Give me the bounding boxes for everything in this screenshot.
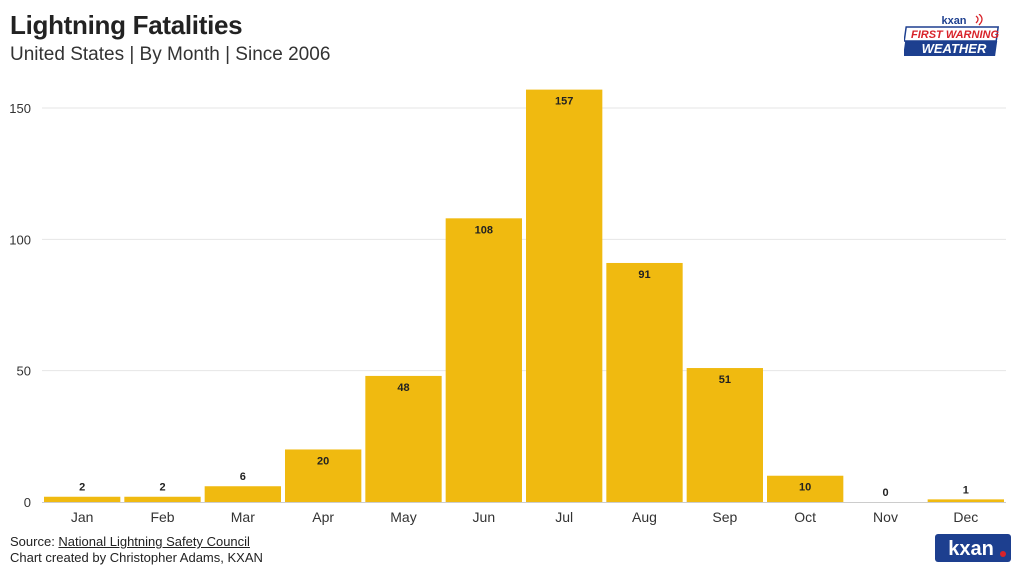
- svg-text:WEATHER: WEATHER: [922, 41, 987, 56]
- data-label: 51: [719, 374, 731, 386]
- y-tick-label: 0: [24, 495, 31, 510]
- data-label: 91: [638, 269, 650, 281]
- bar-sep: [686, 368, 763, 502]
- bar-dec: [927, 499, 1004, 502]
- bar-oct: [767, 475, 844, 502]
- x-tick-label: Aug: [632, 509, 657, 525]
- source-prefix: Source:: [10, 534, 59, 549]
- svg-text:kxan: kxan: [941, 15, 966, 27]
- y-tick-label: 150: [9, 101, 31, 116]
- data-label: 0: [882, 487, 888, 499]
- bar-jun: [445, 218, 522, 502]
- svg-text:kxan: kxan: [948, 538, 994, 560]
- svg-text:FIRST WARNING: FIRST WARNING: [911, 29, 999, 41]
- y-tick-label: 50: [17, 364, 31, 379]
- y-tick-label: 100: [9, 232, 31, 247]
- data-label: 108: [475, 224, 493, 236]
- data-label: 20: [317, 455, 329, 467]
- x-tick-label: Nov: [873, 509, 898, 525]
- x-tick-label: Mar: [231, 509, 255, 525]
- bar-jul: [526, 89, 603, 502]
- x-tick-label: Apr: [312, 509, 334, 525]
- x-tick-label: Oct: [794, 509, 816, 525]
- bar-apr: [285, 449, 362, 502]
- bar-mar: [204, 486, 281, 502]
- kxan-logo: kxan: [935, 534, 1011, 562]
- x-tick-label: Feb: [150, 509, 174, 525]
- x-tick-label: Jun: [473, 509, 496, 525]
- data-label: 10: [799, 482, 811, 494]
- x-tick-label: Jan: [71, 509, 94, 525]
- data-label: 6: [240, 471, 246, 483]
- data-label: 2: [79, 482, 85, 494]
- x-tick-label: Jul: [555, 509, 573, 525]
- x-tick-label: May: [390, 509, 416, 525]
- x-tick-label: Sep: [712, 509, 737, 525]
- source-link[interactable]: National Lightning Safety Council: [58, 534, 250, 549]
- data-label: 157: [555, 96, 573, 108]
- x-tick-label: Dec: [953, 509, 978, 525]
- bar-feb: [124, 496, 201, 502]
- page-subtitle: United States | By Month | Since 2006: [10, 44, 331, 65]
- page-title: Lightning Fatalities: [10, 10, 243, 40]
- data-label: 2: [159, 482, 165, 494]
- bar-jan: [44, 496, 121, 502]
- data-label: 1: [963, 484, 969, 496]
- data-label: 48: [397, 382, 409, 394]
- kxan-first-warning-weather-logo: kxan FIRST WARNING WEATHER: [904, 14, 999, 56]
- bar-may: [365, 375, 442, 502]
- chart-footer: Source: National Lightning Safety Counci…: [10, 534, 263, 566]
- bar-aug: [606, 262, 683, 502]
- credit-line: Chart created by Christopher Adams, KXAN: [10, 550, 263, 565]
- source-line: Source: National Lightning Safety Counci…: [10, 534, 263, 550]
